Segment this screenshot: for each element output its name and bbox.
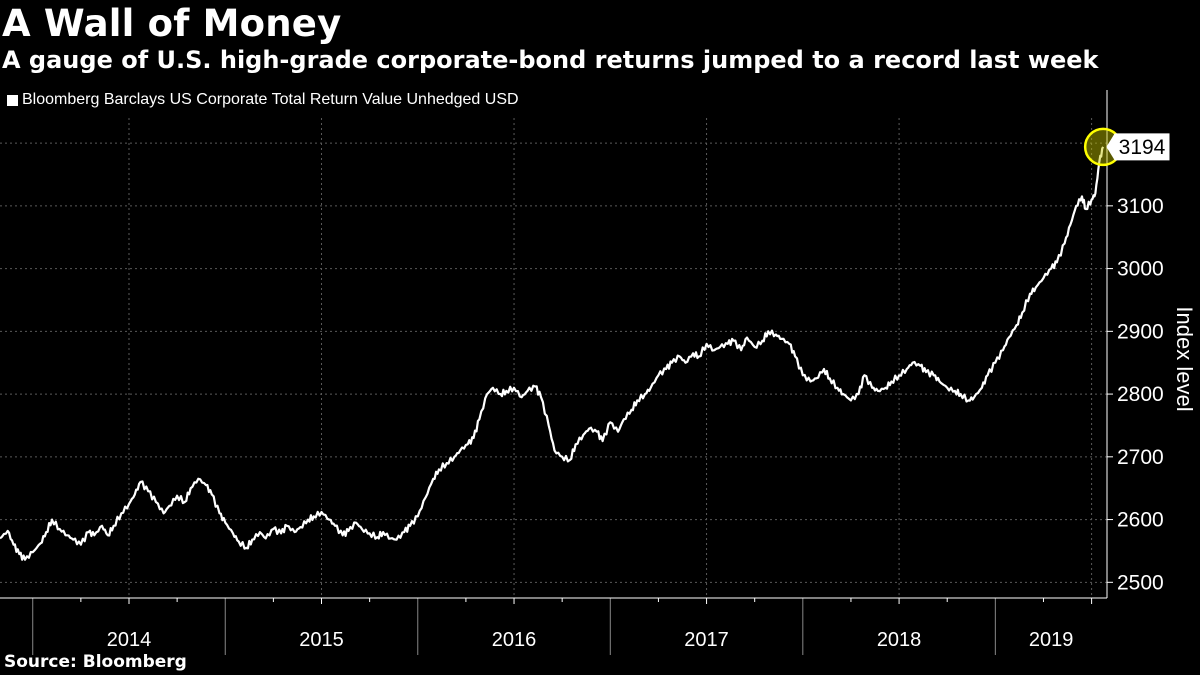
annotations: 3194 xyxy=(1083,127,1170,167)
x-tick-label-2014: 2014 xyxy=(107,629,152,651)
x-tick-label-2017: 2017 xyxy=(684,629,729,651)
x-tick-label-2016: 2016 xyxy=(492,629,537,651)
source-note: Source: Bloomberg xyxy=(4,652,187,672)
y-tick-label-2800: 2800 xyxy=(1117,383,1164,406)
y-tick-label-2900: 2900 xyxy=(1117,320,1164,343)
axes: 2500 2600 2700 2800 2900 3000 3100 2014 2015 2016… xyxy=(0,90,1197,655)
last-value-callout xyxy=(1106,133,1170,161)
x-tick-label-2019: 2019 xyxy=(1029,629,1074,651)
x-tick-label-2018: 2018 xyxy=(877,629,922,651)
chart-subtitle: A gauge of U.S. high-grade corporate-bon… xyxy=(2,46,1099,74)
chart-title: A Wall of Money xyxy=(2,2,342,45)
y-axis-title: Index level xyxy=(1172,306,1197,411)
y-tick-label-2700: 2700 xyxy=(1117,446,1164,469)
y-tick-label-2500: 2500 xyxy=(1117,571,1164,594)
y-tick-label-2600: 2600 xyxy=(1117,509,1164,532)
y-tick-label-3000: 3000 xyxy=(1117,258,1164,281)
legend-label: Bloomberg Barclays US Corporate Total Re… xyxy=(22,91,519,108)
series-line-0 xyxy=(0,146,1105,561)
grid xyxy=(0,118,1107,598)
series xyxy=(0,146,1105,561)
legend: Bloomberg Barclays US Corporate Total Re… xyxy=(7,90,519,110)
legend-swatch xyxy=(7,94,18,106)
last-value-label: 3194 xyxy=(1119,136,1166,159)
x-tick-label-2015: 2015 xyxy=(299,629,344,651)
y-tick-label-3100: 3100 xyxy=(1117,195,1164,218)
